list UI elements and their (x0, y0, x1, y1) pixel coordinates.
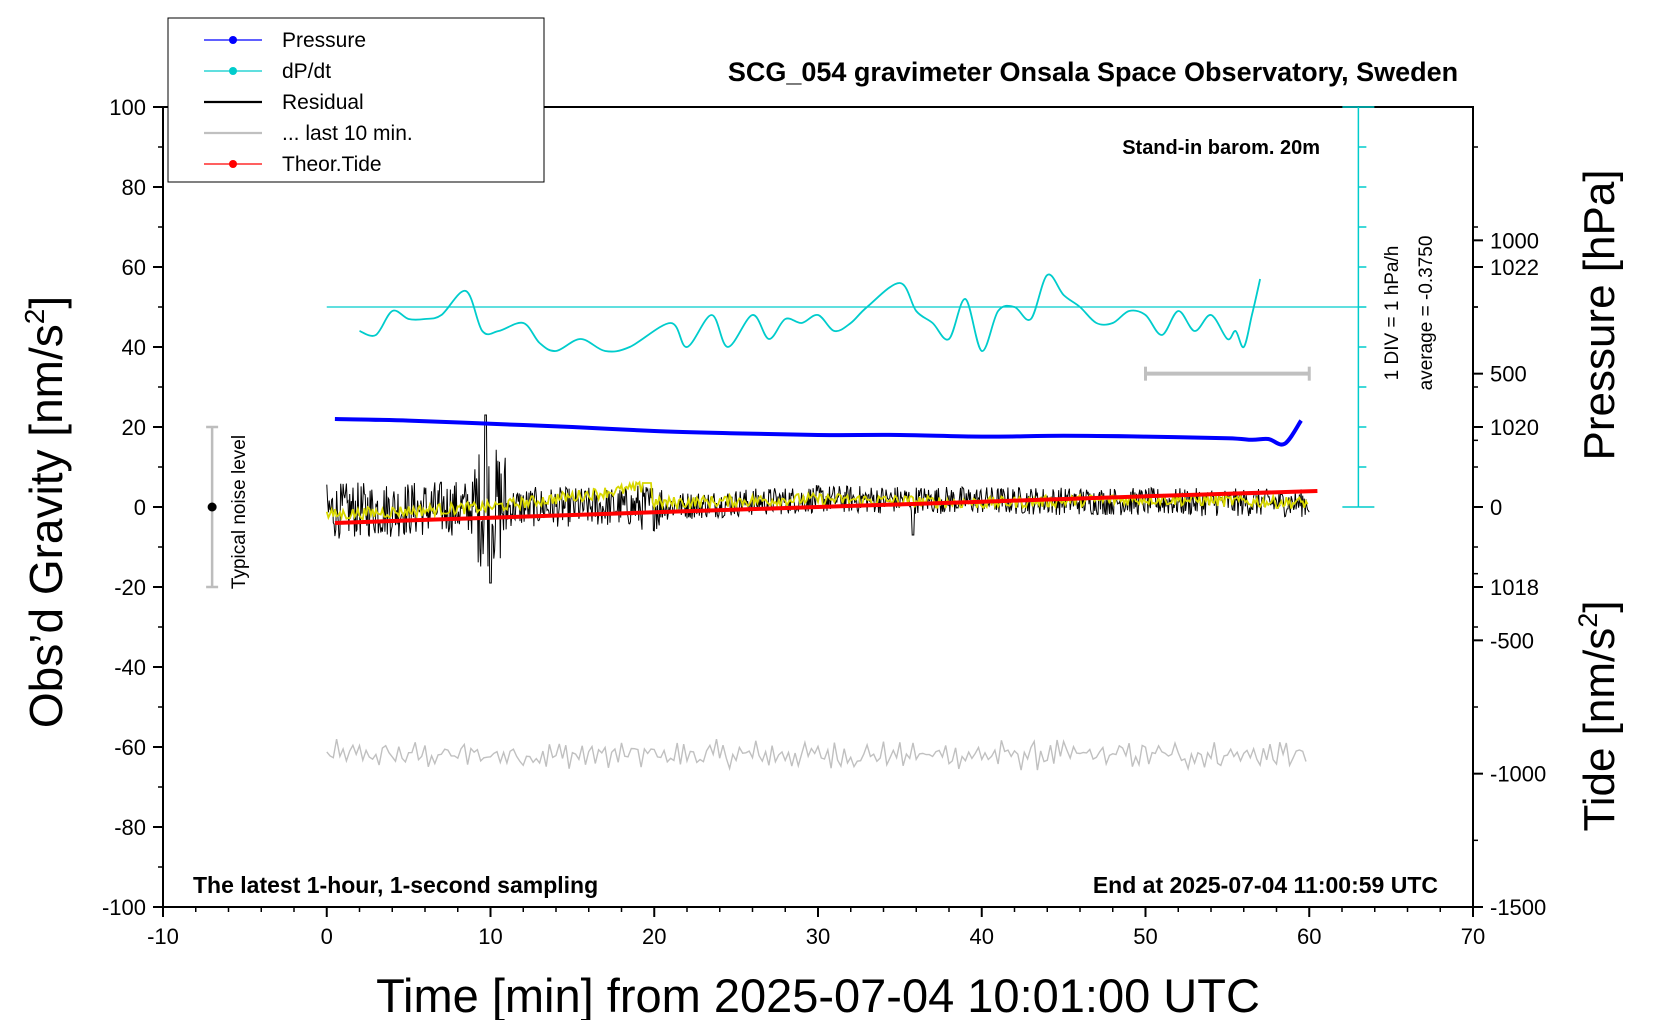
legend-label-1: dP/dt (282, 60, 331, 83)
y-tick-label--100: -100 (102, 895, 146, 920)
legend-marker-1 (229, 67, 237, 75)
legend-box (167, 17, 545, 183)
y-axis-title-left-main: Obs’d Gravity [nm/s (20, 324, 72, 728)
noise-level-annotation: Typical noise level (229, 435, 250, 589)
y-tick-label-40: 40 (122, 335, 146, 360)
y-tick-label-0: 0 (134, 495, 146, 520)
y-tick-label-20: 20 (122, 415, 146, 440)
pressure-tick-label-1020: 1020 (1490, 415, 1539, 440)
tide-tick-label-500: 500 (1490, 362, 1527, 387)
chart-title: SCG_054 gravimeter Onsala Space Observat… (728, 57, 1458, 87)
y-tick-label--20: -20 (114, 575, 146, 600)
series-residual-smoothed (325, 480, 1309, 522)
y-axis-title-left: Obs’d Gravity [nm/s2] (19, 296, 72, 728)
legend-label-2: Residual (282, 91, 364, 114)
scale-div-annotation: 1 DIV = 1 hPa/h (1382, 246, 1403, 381)
y-axis-title-pressure: Pressure [hPa] (1575, 169, 1624, 460)
latest-annotation: The latest 1-hour, 1-second sampling (193, 872, 598, 898)
y-tick-label--80: -80 (114, 815, 146, 840)
y-tick-label-60: 60 (122, 255, 146, 280)
series-layer (206, 273, 1359, 772)
legend-marker-4 (229, 160, 237, 168)
y-axis-title-left-tail: ] (20, 296, 72, 309)
pressure-tick-label-1022: 1022 (1490, 255, 1539, 280)
legend-label-4: Theor.Tide (282, 153, 382, 176)
x-tick-label-30: 30 (806, 924, 830, 949)
x-axis-title: Time [min] from 2025-07-04 10:01:00 UTC (376, 969, 1260, 1020)
legend-marker-0 (229, 36, 237, 44)
y-tick-label--40: -40 (114, 655, 146, 680)
noise-bar-center (207, 502, 217, 512)
average-annotation: average = -0.3750 (1416, 236, 1437, 391)
series-residual (326, 414, 1310, 584)
legend-label-0: Pressure (282, 29, 366, 52)
axes-layer: -10 0 10 20 30 40 50 60 70100806040200-20-40-60-… (102, 95, 1546, 949)
x-tick-label--10: -10 (147, 924, 179, 949)
y-tick-label-80: 80 (122, 175, 146, 200)
y-axis-title-tide: Tide [nm/s2] (1573, 600, 1624, 831)
legend-label-3: ... last 10 min. (282, 122, 413, 145)
y-axis-title-left-sup: 2 (19, 309, 50, 325)
y-axis-title-tide-sup: 2 (1573, 613, 1603, 628)
x-tick-label-20: 20 (642, 924, 666, 949)
series-last-10-min (326, 738, 1307, 772)
pressure-scale-bar (1342, 106, 1375, 508)
series-pressure (334, 417, 1303, 447)
legend: Pressure dP/dt Residual ... last 10 min. The… (167, 17, 545, 183)
series-theor-tide (334, 489, 1318, 525)
y-axis-title-tide-tail: ] (1575, 600, 1624, 612)
y-tick-label-100: 100 (109, 95, 146, 120)
tide-tick-label-1000: 1000 (1490, 228, 1539, 253)
barometer-annotation: Stand-in barom. 20m (1122, 137, 1320, 159)
end-annotation: End at 2025-07-04 11:00:59 UTC (1093, 872, 1438, 898)
x-tick-label-40: 40 (970, 924, 994, 949)
series-dpdt (359, 273, 1261, 353)
tide-tick-label--500: -500 (1490, 628, 1534, 653)
x-tick-label-50: 50 (1133, 924, 1157, 949)
x-tick-label-60: 60 (1297, 924, 1321, 949)
tide-tick-label--1500: -1500 (1490, 895, 1546, 920)
tide-tick-label--1000: -1000 (1490, 762, 1546, 787)
pressure-tick-label-1018: 1018 (1490, 575, 1539, 600)
x-tick-label-0: 0 (321, 924, 333, 949)
tide-tick-label-0: 0 (1490, 495, 1502, 520)
y-axis-title-tide-main: Tide [nm/s (1575, 628, 1624, 832)
x-tick-label-70: 70 (1461, 924, 1485, 949)
y-tick-label--60: -60 (114, 735, 146, 760)
x-tick-label-10: 10 (478, 924, 502, 949)
